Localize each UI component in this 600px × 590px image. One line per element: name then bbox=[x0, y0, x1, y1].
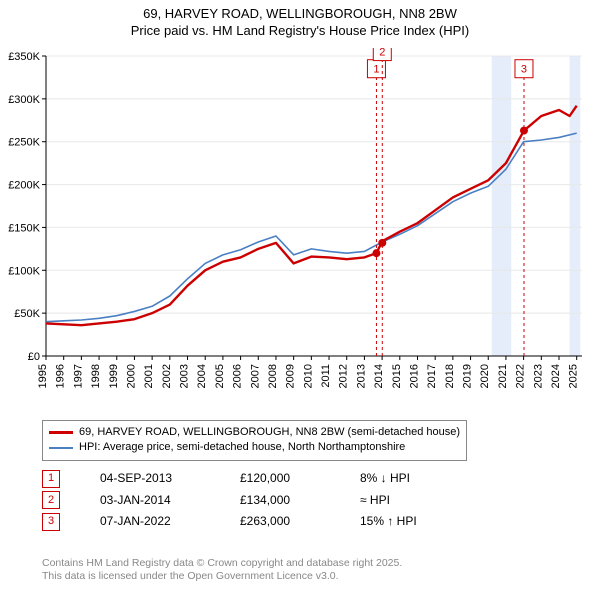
attribution: Contains HM Land Registry data © Crown c… bbox=[42, 557, 402, 584]
attribution-line-2: This data is licensed under the Open Gov… bbox=[42, 570, 402, 584]
marker-badge: 2 bbox=[42, 491, 60, 509]
svg-text:2019: 2019 bbox=[462, 364, 474, 388]
chart-area: £0 £50K £100K £150K £200K £250K £300K £350K 1995… bbox=[2, 48, 592, 398]
svg-text:2008: 2008 bbox=[267, 364, 279, 388]
svg-text:2001: 2001 bbox=[143, 364, 155, 388]
svg-text:£250K: £250K bbox=[8, 137, 40, 149]
title-line-2: Price paid vs. HM Land Registry's House … bbox=[0, 23, 600, 40]
svg-text:1996: 1996 bbox=[55, 364, 67, 388]
page-container: 69, HARVEY ROAD, WELLINGBOROUGH, NN8 2BW… bbox=[0, 0, 600, 590]
svg-text:2: 2 bbox=[379, 48, 385, 59]
marker-delta: 15% ↑ HPI bbox=[360, 511, 470, 533]
markers-table: 1 04-SEP-2013 £120,000 8% ↓ HPI 2 03-JAN-2014… bbox=[42, 468, 470, 533]
marker-delta: ≈ HPI bbox=[360, 490, 470, 512]
svg-text:2004: 2004 bbox=[196, 364, 208, 388]
svg-text:2017: 2017 bbox=[426, 364, 438, 388]
svg-text:£200K: £200K bbox=[8, 180, 40, 192]
svg-text:1998: 1998 bbox=[90, 364, 102, 388]
svg-text:2012: 2012 bbox=[338, 364, 350, 388]
svg-text:2005: 2005 bbox=[214, 364, 226, 388]
svg-text:2007: 2007 bbox=[249, 364, 261, 388]
svg-text:2025: 2025 bbox=[568, 364, 580, 388]
svg-text:2023: 2023 bbox=[532, 364, 544, 388]
svg-text:2002: 2002 bbox=[161, 364, 173, 388]
svg-text:2021: 2021 bbox=[497, 364, 509, 388]
chart-title-block: 69, HARVEY ROAD, WELLINGBOROUGH, NN8 2BW… bbox=[0, 0, 600, 40]
svg-text:2000: 2000 bbox=[125, 364, 137, 388]
marker-price: £134,000 bbox=[240, 490, 320, 512]
svg-text:£350K: £350K bbox=[8, 51, 40, 63]
svg-text:2009: 2009 bbox=[285, 364, 297, 388]
marker-row: 1 04-SEP-2013 £120,000 8% ↓ HPI bbox=[42, 468, 470, 490]
svg-text:1995: 1995 bbox=[37, 364, 49, 388]
marker-price: £120,000 bbox=[240, 468, 320, 490]
svg-text:2016: 2016 bbox=[408, 364, 420, 388]
marker-row: 2 03-JAN-2014 £134,000 ≈ HPI bbox=[42, 490, 470, 512]
legend-swatch-1 bbox=[49, 431, 73, 434]
marker-date: 04-SEP-2013 bbox=[100, 468, 200, 490]
svg-text:2006: 2006 bbox=[232, 364, 244, 388]
marker-date: 03-JAN-2014 bbox=[100, 490, 200, 512]
svg-text:2020: 2020 bbox=[479, 364, 491, 388]
attribution-line-1: Contains HM Land Registry data © Crown c… bbox=[42, 557, 402, 571]
marker-row: 3 07-JAN-2022 £263,000 15% ↑ HPI bbox=[42, 511, 470, 533]
svg-text:2018: 2018 bbox=[444, 364, 456, 388]
svg-text:2003: 2003 bbox=[179, 364, 191, 388]
legend-label-1: 69, HARVEY ROAD, WELLINGBOROUGH, NN8 2BW… bbox=[79, 425, 460, 440]
svg-text:2015: 2015 bbox=[391, 364, 403, 388]
svg-text:1: 1 bbox=[373, 64, 379, 76]
svg-text:1999: 1999 bbox=[108, 364, 120, 388]
legend-row-1: 69, HARVEY ROAD, WELLINGBOROUGH, NN8 2BW… bbox=[49, 425, 460, 440]
svg-text:2024: 2024 bbox=[550, 364, 562, 388]
marker-badge: 1 bbox=[42, 470, 60, 488]
marker-delta: 8% ↓ HPI bbox=[360, 468, 470, 490]
legend-row-2: HPI: Average price, semi-detached house,… bbox=[49, 440, 460, 455]
legend-box: 69, HARVEY ROAD, WELLINGBOROUGH, NN8 2BW… bbox=[42, 420, 467, 461]
svg-text:£300K: £300K bbox=[8, 94, 40, 106]
title-line-1: 69, HARVEY ROAD, WELLINGBOROUGH, NN8 2BW bbox=[0, 6, 600, 23]
svg-text:£100K: £100K bbox=[8, 265, 40, 277]
svg-text:1997: 1997 bbox=[72, 364, 84, 388]
legend-label-2: HPI: Average price, semi-detached house,… bbox=[79, 440, 405, 455]
marker-price: £263,000 bbox=[240, 511, 320, 533]
svg-text:2014: 2014 bbox=[373, 364, 385, 388]
legend-swatch-2 bbox=[49, 447, 73, 449]
svg-text:2010: 2010 bbox=[302, 364, 314, 388]
svg-text:2022: 2022 bbox=[515, 364, 527, 388]
svg-text:2013: 2013 bbox=[355, 364, 367, 388]
svg-text:£0: £0 bbox=[28, 351, 40, 363]
svg-text:2011: 2011 bbox=[320, 364, 332, 388]
marker-badge: 3 bbox=[42, 513, 60, 531]
svg-text:3: 3 bbox=[521, 64, 527, 76]
svg-text:£50K: £50K bbox=[14, 308, 40, 320]
line-chart: £0 £50K £100K £150K £200K £250K £300K £350K 1995… bbox=[2, 48, 592, 398]
marker-date: 07-JAN-2022 bbox=[100, 511, 200, 533]
svg-text:£150K: £150K bbox=[8, 222, 40, 234]
